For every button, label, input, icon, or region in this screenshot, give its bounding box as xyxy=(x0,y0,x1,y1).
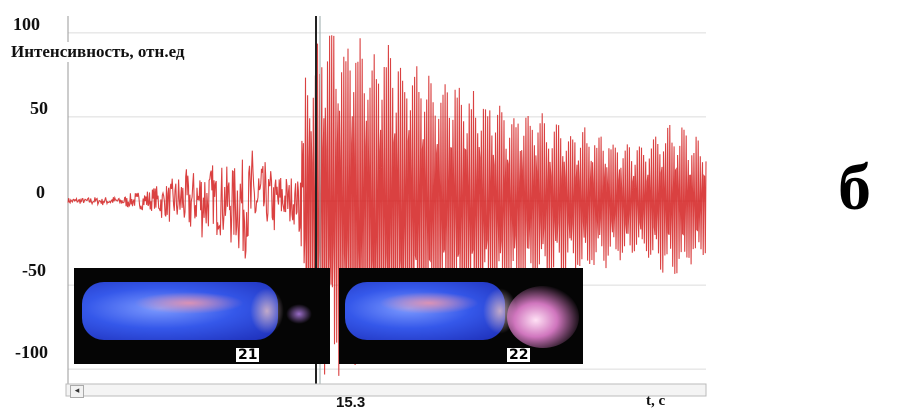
plasma-tip xyxy=(250,288,284,334)
frame-number: 22 xyxy=(507,347,531,363)
panel-label: б xyxy=(838,151,871,224)
plasma-burst xyxy=(507,286,579,348)
plasma-glow xyxy=(134,292,244,314)
y-tick-label: -100 xyxy=(15,342,48,362)
scrollbar-track[interactable] xyxy=(65,383,707,397)
plasma-jet xyxy=(286,304,312,324)
x-axis-title: t, c xyxy=(646,393,666,409)
scroll-left-button[interactable]: ◂ xyxy=(70,385,84,398)
video-frame-22: 22 xyxy=(339,268,583,364)
y-axis-title: Интенсивность, отн.ед xyxy=(8,42,188,62)
x-tick-label: 15.3 xyxy=(336,394,366,411)
intensity-series xyxy=(67,35,707,376)
video-frame-21: 21 xyxy=(74,268,330,364)
intensity-line xyxy=(67,35,707,376)
y-tick-label: -50 xyxy=(22,260,46,280)
y-tick-label: 100 xyxy=(13,14,40,34)
y-tick-label: 0 xyxy=(36,182,45,202)
plasma-glow xyxy=(379,292,479,314)
frame-number: 21 xyxy=(236,347,260,363)
y-tick-label: 50 xyxy=(30,98,48,118)
